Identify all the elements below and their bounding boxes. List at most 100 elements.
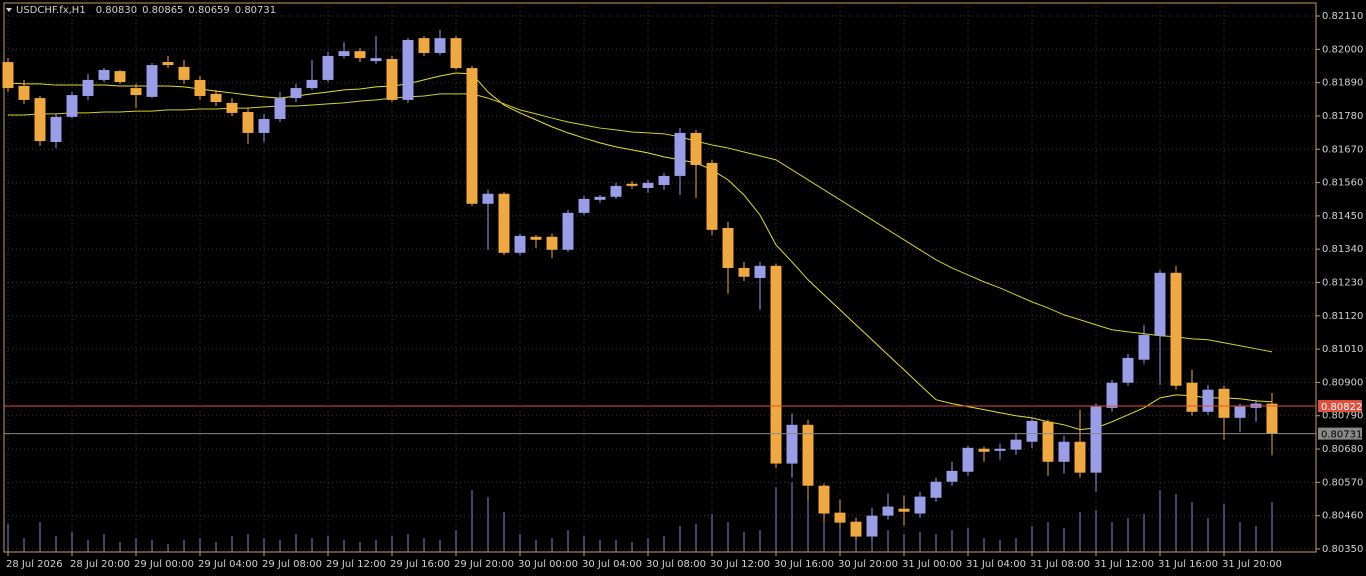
candle-body bbox=[1026, 420, 1038, 442]
candle-body bbox=[722, 227, 734, 268]
y-tick-label: 0.81230 bbox=[1322, 277, 1363, 288]
x-tick-label: 30 Jul 08:00 bbox=[646, 559, 706, 570]
candle-body bbox=[274, 98, 286, 119]
candle-body bbox=[610, 185, 622, 197]
y-tick-label: 0.81780 bbox=[1322, 111, 1363, 122]
y-tick-label: 0.80900 bbox=[1322, 377, 1363, 388]
candle-body bbox=[1058, 441, 1070, 462]
candle-body bbox=[210, 93, 222, 103]
x-tick-label: 28 Jul 2026 bbox=[6, 559, 63, 570]
candle-body bbox=[258, 118, 270, 133]
menu-arrow[interactable] bbox=[6, 8, 12, 12]
chart-header: USDCHF.fx,H1 0.80830 0.80865 0.80659 0.80731 bbox=[16, 5, 276, 16]
candle-body bbox=[1042, 421, 1054, 462]
candle-body bbox=[514, 235, 526, 253]
candle-body bbox=[34, 98, 46, 142]
open-label: 0.80830 bbox=[96, 5, 137, 16]
y-tick-label: 0.80350 bbox=[1322, 544, 1363, 555]
candle-body bbox=[498, 193, 510, 253]
moving-averages bbox=[7, 72, 1273, 431]
x-tick-label: 29 Jul 04:00 bbox=[198, 559, 258, 570]
candle-body bbox=[1090, 406, 1102, 473]
candle-body bbox=[1234, 406, 1246, 418]
candle-body bbox=[402, 39, 414, 100]
candle-body bbox=[482, 193, 494, 204]
candle-body bbox=[1106, 382, 1118, 408]
candle-body bbox=[162, 62, 174, 66]
candle-body bbox=[18, 85, 30, 100]
candle-body bbox=[418, 38, 430, 53]
y-tick-label: 0.80680 bbox=[1322, 444, 1363, 455]
candle-body bbox=[2, 62, 14, 89]
candle-body bbox=[642, 182, 654, 189]
candle-body bbox=[50, 116, 62, 142]
x-tick-label: 30 Jul 20:00 bbox=[838, 559, 898, 570]
candle-body bbox=[754, 265, 766, 278]
price-tag bbox=[1318, 427, 1362, 440]
x-tick-label: 31 Jul 04:00 bbox=[966, 559, 1026, 570]
candle-body bbox=[354, 51, 366, 59]
candle-body bbox=[178, 66, 190, 80]
candle-body bbox=[994, 448, 1006, 451]
x-tick-label: 29 Jul 08:00 bbox=[262, 559, 322, 570]
ma-line bbox=[7, 72, 1273, 431]
candle-body bbox=[386, 59, 398, 100]
candle-body bbox=[738, 267, 750, 277]
candles bbox=[2, 29, 1278, 540]
candle-body bbox=[674, 132, 686, 176]
y-tick-label: 0.81890 bbox=[1322, 78, 1363, 89]
candle-body bbox=[242, 112, 254, 133]
y-tick-label: 0.80460 bbox=[1322, 511, 1363, 522]
candle-body bbox=[98, 69, 110, 80]
y-tick-label: 0.82110 bbox=[1322, 11, 1363, 22]
y-tick-label: 0.80790 bbox=[1322, 411, 1363, 422]
candle-body bbox=[450, 38, 462, 69]
candle-body bbox=[786, 424, 798, 464]
y-tick-label: 0.81450 bbox=[1322, 211, 1363, 222]
candle-body bbox=[322, 55, 334, 80]
candle-body bbox=[914, 496, 926, 514]
x-tick-label: 31 Jul 08:00 bbox=[1030, 559, 1090, 570]
candle-body bbox=[370, 58, 382, 62]
price-tag-label: 0.80731 bbox=[1321, 430, 1362, 441]
candle-body bbox=[594, 196, 606, 200]
candle-body bbox=[818, 485, 830, 514]
symbol: USDCHF.fx,H1 bbox=[16, 5, 86, 16]
high-label: 0.80865 bbox=[142, 5, 183, 16]
y-tick-label: 0.81560 bbox=[1322, 178, 1363, 189]
ma-line bbox=[8, 93, 1273, 353]
candle-body bbox=[82, 79, 94, 96]
candle-body bbox=[978, 448, 990, 452]
candle-body bbox=[194, 79, 206, 96]
volumes bbox=[7, 482, 1273, 552]
axes: 0.82110 0.82000 0.81890 0.81780 0.81670 0.815… bbox=[4, 11, 1363, 570]
candle-body bbox=[690, 132, 702, 166]
candle-body bbox=[626, 183, 638, 186]
x-tick-label: 29 Jul 20:00 bbox=[454, 559, 514, 570]
x-tick-label: 31 Jul 16:00 bbox=[1158, 559, 1218, 570]
candle-body bbox=[338, 51, 350, 56]
candle-body bbox=[66, 95, 78, 117]
x-tick-label: 30 Jul 04:00 bbox=[582, 559, 642, 570]
candle-body bbox=[946, 470, 958, 482]
candle-body bbox=[226, 102, 238, 113]
candle-body bbox=[1138, 334, 1150, 360]
candle-body bbox=[1154, 272, 1166, 336]
y-tick-label: 0.81670 bbox=[1322, 144, 1363, 155]
x-tick-label: 31 Jul 12:00 bbox=[1094, 559, 1154, 570]
candle-body bbox=[770, 265, 782, 464]
candle-body bbox=[658, 175, 670, 185]
y-tick-label: 0.81010 bbox=[1322, 344, 1363, 355]
candle-body bbox=[882, 506, 894, 516]
y-tick-label: 0.81340 bbox=[1322, 244, 1363, 255]
candle-body bbox=[130, 88, 142, 96]
candle-body bbox=[706, 162, 718, 230]
x-tick-label: 29 Jul 16:00 bbox=[390, 559, 450, 570]
candle-body bbox=[802, 424, 814, 486]
candle-body bbox=[306, 79, 318, 89]
candle-body bbox=[1170, 272, 1182, 386]
candle-body bbox=[546, 236, 558, 250]
candle-body bbox=[146, 65, 158, 97]
candle-body bbox=[834, 512, 846, 523]
